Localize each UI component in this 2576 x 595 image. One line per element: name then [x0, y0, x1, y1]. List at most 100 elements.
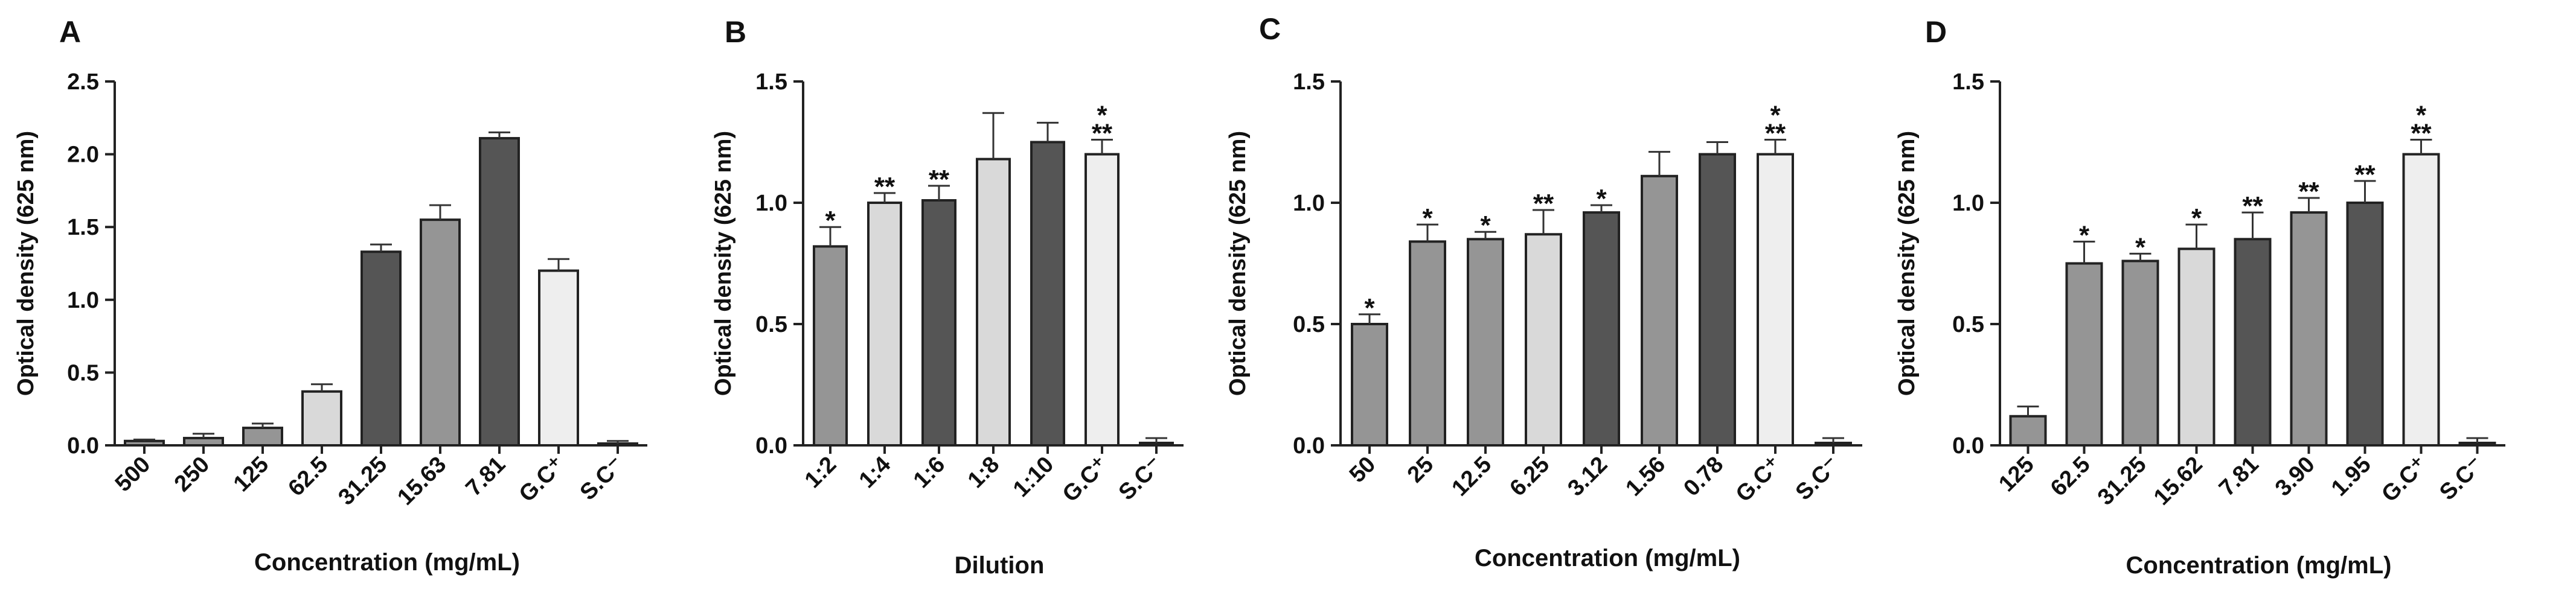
- x-tick-label: 3.12: [1563, 452, 1612, 501]
- y-tick-label: 1.0: [1293, 191, 1325, 216]
- bar: [2234, 238, 2272, 447]
- x-tick-label: 125: [229, 452, 274, 497]
- bar: [1030, 141, 1065, 447]
- panel-d: D 0.0 0.5 1.0 1.5 Optical density (625 nm) 125…: [1894, 15, 2505, 579]
- significance-marker: **: [2242, 191, 2263, 221]
- y-tick-label: 0.0: [67, 433, 99, 459]
- significance-marker: *: [1422, 203, 1433, 233]
- y-tick-label: 0.5: [1952, 312, 1984, 337]
- bar: [2121, 259, 2159, 447]
- significance-marker: *: [2191, 203, 2202, 233]
- panel-b: B 0.0 0.5 1.0 1.5 Optical density (625 nm) * 1:…: [711, 15, 1184, 579]
- significance-marker: *: [1770, 100, 1781, 130]
- x-tick-label: G.C⁺: [514, 452, 570, 508]
- bar: [1409, 240, 1446, 447]
- y-axis-title: Optical density (625 nm): [1225, 131, 1251, 396]
- x-tick-label: 500: [111, 452, 156, 497]
- significance-marker: *: [1364, 293, 1375, 323]
- bar: [813, 245, 848, 447]
- significance-marker: **: [2411, 118, 2432, 148]
- x-tick-label: 15.63: [392, 452, 451, 511]
- x-tick-label: 250: [170, 452, 215, 497]
- x-tick-label: 1.56: [1621, 452, 1670, 501]
- bar: [1467, 238, 1504, 447]
- x-tick-label: 125: [1994, 452, 2039, 497]
- x-tick-label: 0.78: [1679, 452, 1728, 501]
- x-tick-label: G.C⁺: [2377, 452, 2432, 508]
- x-tick-label: 1:8: [963, 452, 1005, 494]
- bar: [1525, 233, 1562, 447]
- panel-label: D: [1925, 15, 1947, 49]
- x-tick-label: 15.62: [2149, 452, 2208, 511]
- y-tick-label: 0.0: [1293, 433, 1325, 459]
- bar: [1085, 153, 1120, 447]
- significance-marker: *: [2079, 220, 2090, 250]
- significance-marker: **: [1092, 118, 1113, 148]
- x-tick-label: S.C⁻: [575, 452, 629, 506]
- x-tick-label: 62.5: [2046, 452, 2095, 501]
- x-tick-label: 31.25: [2093, 452, 2151, 511]
- x-axis-title: Concentration (mg/mL): [254, 549, 520, 576]
- y-axis-title: Optical density (625 nm): [1894, 131, 1920, 396]
- x-tick-label: S.C⁻: [1791, 452, 1845, 506]
- bar: [2346, 202, 2384, 447]
- x-tick-label: 1:10: [1008, 452, 1059, 502]
- x-tick-label: 7.81: [461, 452, 510, 501]
- x-tick-label: 25: [1403, 452, 1439, 488]
- x-tick-label: 1:4: [854, 452, 896, 494]
- significance-marker: *: [2416, 100, 2427, 130]
- panel-label: A: [59, 15, 81, 49]
- bar: [2065, 262, 2103, 447]
- x-tick-label: 1:2: [800, 452, 842, 494]
- x-axis-title: Concentration (mg/mL): [1475, 545, 1740, 571]
- significance-marker: *: [1480, 211, 1491, 240]
- x-tick-label: 1.95: [2327, 452, 2376, 501]
- bar: [1641, 174, 1678, 447]
- x-tick-label: 1:6: [909, 452, 950, 494]
- bar: [420, 218, 461, 447]
- bar: [124, 439, 165, 447]
- bar: [1815, 441, 1852, 447]
- panel-a: A 0.0 0.5 1.0 1.5 2.0 2.5 Optical density (625 …: [13, 15, 647, 576]
- significance-marker: *: [825, 206, 836, 235]
- y-tick-label: 0.0: [755, 433, 787, 459]
- bar: [2458, 441, 2496, 447]
- bar: [976, 158, 1011, 447]
- y-axis-title: Optical density (625 nm): [711, 131, 736, 396]
- x-tick-label: 31.25: [333, 452, 392, 511]
- bar: [479, 137, 520, 447]
- bar: [2177, 247, 2216, 447]
- bar: [538, 269, 579, 447]
- y-tick-label: 1.0: [755, 191, 787, 216]
- x-tick-label: S.C⁻: [2435, 452, 2488, 506]
- bar: [1351, 323, 1388, 447]
- x-tick-label: S.C⁻: [1114, 452, 1168, 506]
- bar: [301, 390, 342, 447]
- bar: [1699, 153, 1736, 447]
- x-tick-label: 62.5: [283, 452, 333, 501]
- y-tick-label: 1.5: [1952, 69, 1984, 95]
- significance-marker: **: [1765, 118, 1786, 148]
- panel-label: B: [725, 15, 746, 49]
- y-tick-label: 0.5: [1293, 312, 1325, 337]
- y-tick-label: 0.0: [1952, 433, 1984, 459]
- y-tick-label: 1.0: [67, 288, 99, 313]
- significance-marker: **: [874, 172, 896, 202]
- significance-marker: **: [929, 165, 950, 194]
- bar: [2009, 415, 2047, 447]
- bar: [242, 427, 283, 447]
- bar: [2402, 153, 2440, 447]
- significance-marker: **: [1533, 189, 1554, 218]
- bar: [2290, 211, 2328, 447]
- y-tick-label: 0.5: [67, 360, 99, 386]
- significance-marker: *: [1097, 100, 1107, 130]
- significance-marker: **: [2354, 160, 2376, 189]
- x-tick-label: 7.81: [2214, 452, 2264, 501]
- y-tick-label: 2.0: [67, 142, 99, 168]
- bar: [183, 436, 224, 447]
- bar: [1139, 441, 1174, 447]
- x-tick-label: 3.90: [2270, 452, 2320, 501]
- y-tick-label: 1.5: [67, 215, 99, 240]
- bar: [360, 250, 402, 447]
- bar: [1583, 211, 1620, 447]
